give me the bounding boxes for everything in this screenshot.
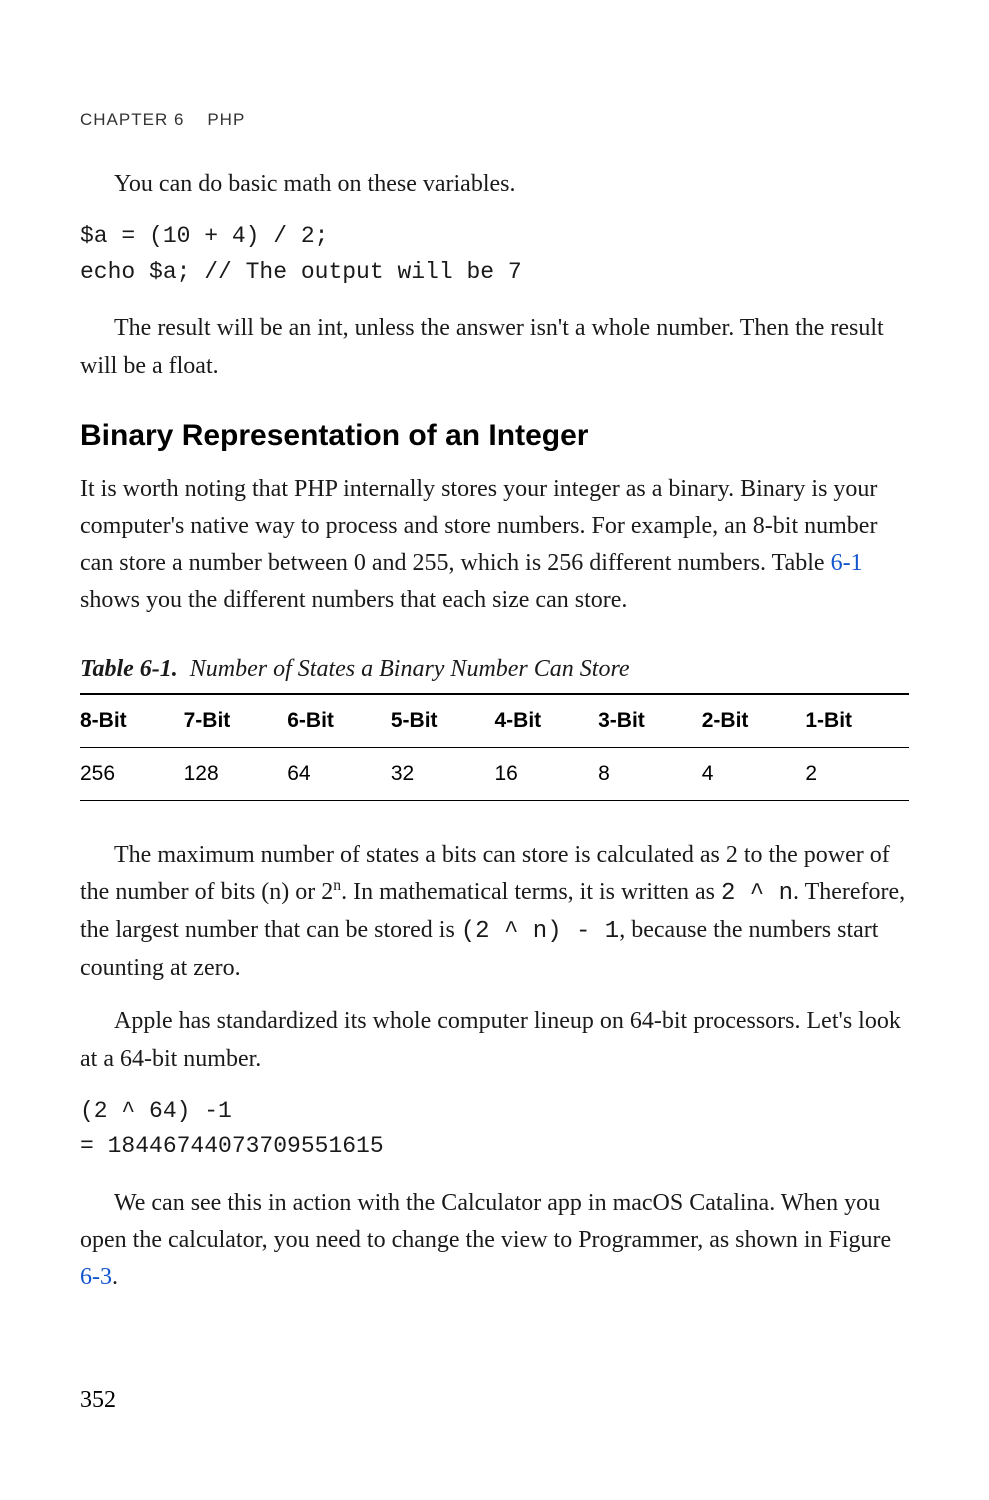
inline-code: (2 ^ n) - 1 (461, 918, 619, 945)
table-cell: 64 (287, 747, 391, 800)
paragraph: It is worth noting that PHP internally s… (80, 471, 909, 620)
table-cell: 32 (391, 747, 495, 800)
running-head: CHAPTER 6 PHP (80, 110, 909, 130)
table-header-cell: 7-Bit (184, 694, 288, 748)
bits-table: 8-Bit 7-Bit 6-Bit 5-Bit 4-Bit 3-Bit 2-Bi… (80, 693, 909, 801)
paragraph: The maximum number of states a bits can … (80, 837, 909, 988)
paragraph: We can see this in action with the Calcu… (80, 1185, 909, 1297)
page: CHAPTER 6 PHP You can do basic math on t… (0, 0, 989, 1500)
code-line: echo $a; // The output will be 7 (80, 259, 522, 285)
table-caption: Table 6-1. Number of States a Binary Num… (80, 656, 909, 683)
table-header-cell: 5-Bit (391, 694, 495, 748)
chapter-title: PHP (207, 110, 245, 129)
code-line: $a = (10 + 4) / 2; (80, 223, 328, 249)
code-block: (2 ^ 64) -1 = 18446744073709551615 (80, 1094, 909, 1165)
table-header-row: 8-Bit 7-Bit 6-Bit 5-Bit 4-Bit 3-Bit 2-Bi… (80, 694, 909, 748)
paragraph: Apple has standardized its whole compute… (80, 1003, 909, 1077)
table-cell: 8 (598, 747, 702, 800)
text-run: . (112, 1264, 118, 1290)
code-line: = 18446744073709551615 (80, 1133, 384, 1159)
page-number: 352 (80, 1387, 116, 1414)
section-heading: Binary Representation of an Integer (80, 419, 909, 453)
table-cell: 128 (184, 747, 288, 800)
table-header-cell: 1-Bit (805, 694, 909, 748)
table-header-cell: 8-Bit (80, 694, 184, 748)
table-header-cell: 2-Bit (702, 694, 806, 748)
paragraph: The result will be an int, unless the an… (80, 310, 909, 384)
table-title: Number of States a Binary Number Can Sto… (190, 656, 630, 682)
table-ref-link[interactable]: 6-1 (831, 550, 863, 576)
text-run: . In mathematical terms, it is written a… (341, 879, 721, 905)
table-label: Table 6-1. (80, 656, 178, 682)
text-run: We can see this in action with the Calcu… (80, 1190, 891, 1253)
superscript: n (333, 877, 341, 894)
code-block: $a = (10 + 4) / 2; echo $a; // The outpu… (80, 219, 909, 290)
table-header-cell: 6-Bit (287, 694, 391, 748)
table-header-cell: 3-Bit (598, 694, 702, 748)
table-cell: 16 (495, 747, 599, 800)
paragraph: You can do basic math on these variables… (80, 166, 909, 203)
figure-ref-link[interactable]: 6-3 (80, 1264, 112, 1290)
table-cell: 256 (80, 747, 184, 800)
table-cell: 4 (702, 747, 806, 800)
table-cell: 2 (805, 747, 909, 800)
table-header-cell: 4-Bit (495, 694, 599, 748)
inline-code: 2 ^ n (721, 880, 793, 907)
code-line: (2 ^ 64) -1 (80, 1098, 232, 1124)
text-run: shows you the different numbers that eac… (80, 587, 627, 613)
chapter-label: CHAPTER 6 (80, 110, 184, 129)
text-run: It is worth noting that PHP internally s… (80, 476, 877, 576)
table-row: 256 128 64 32 16 8 4 2 (80, 747, 909, 800)
